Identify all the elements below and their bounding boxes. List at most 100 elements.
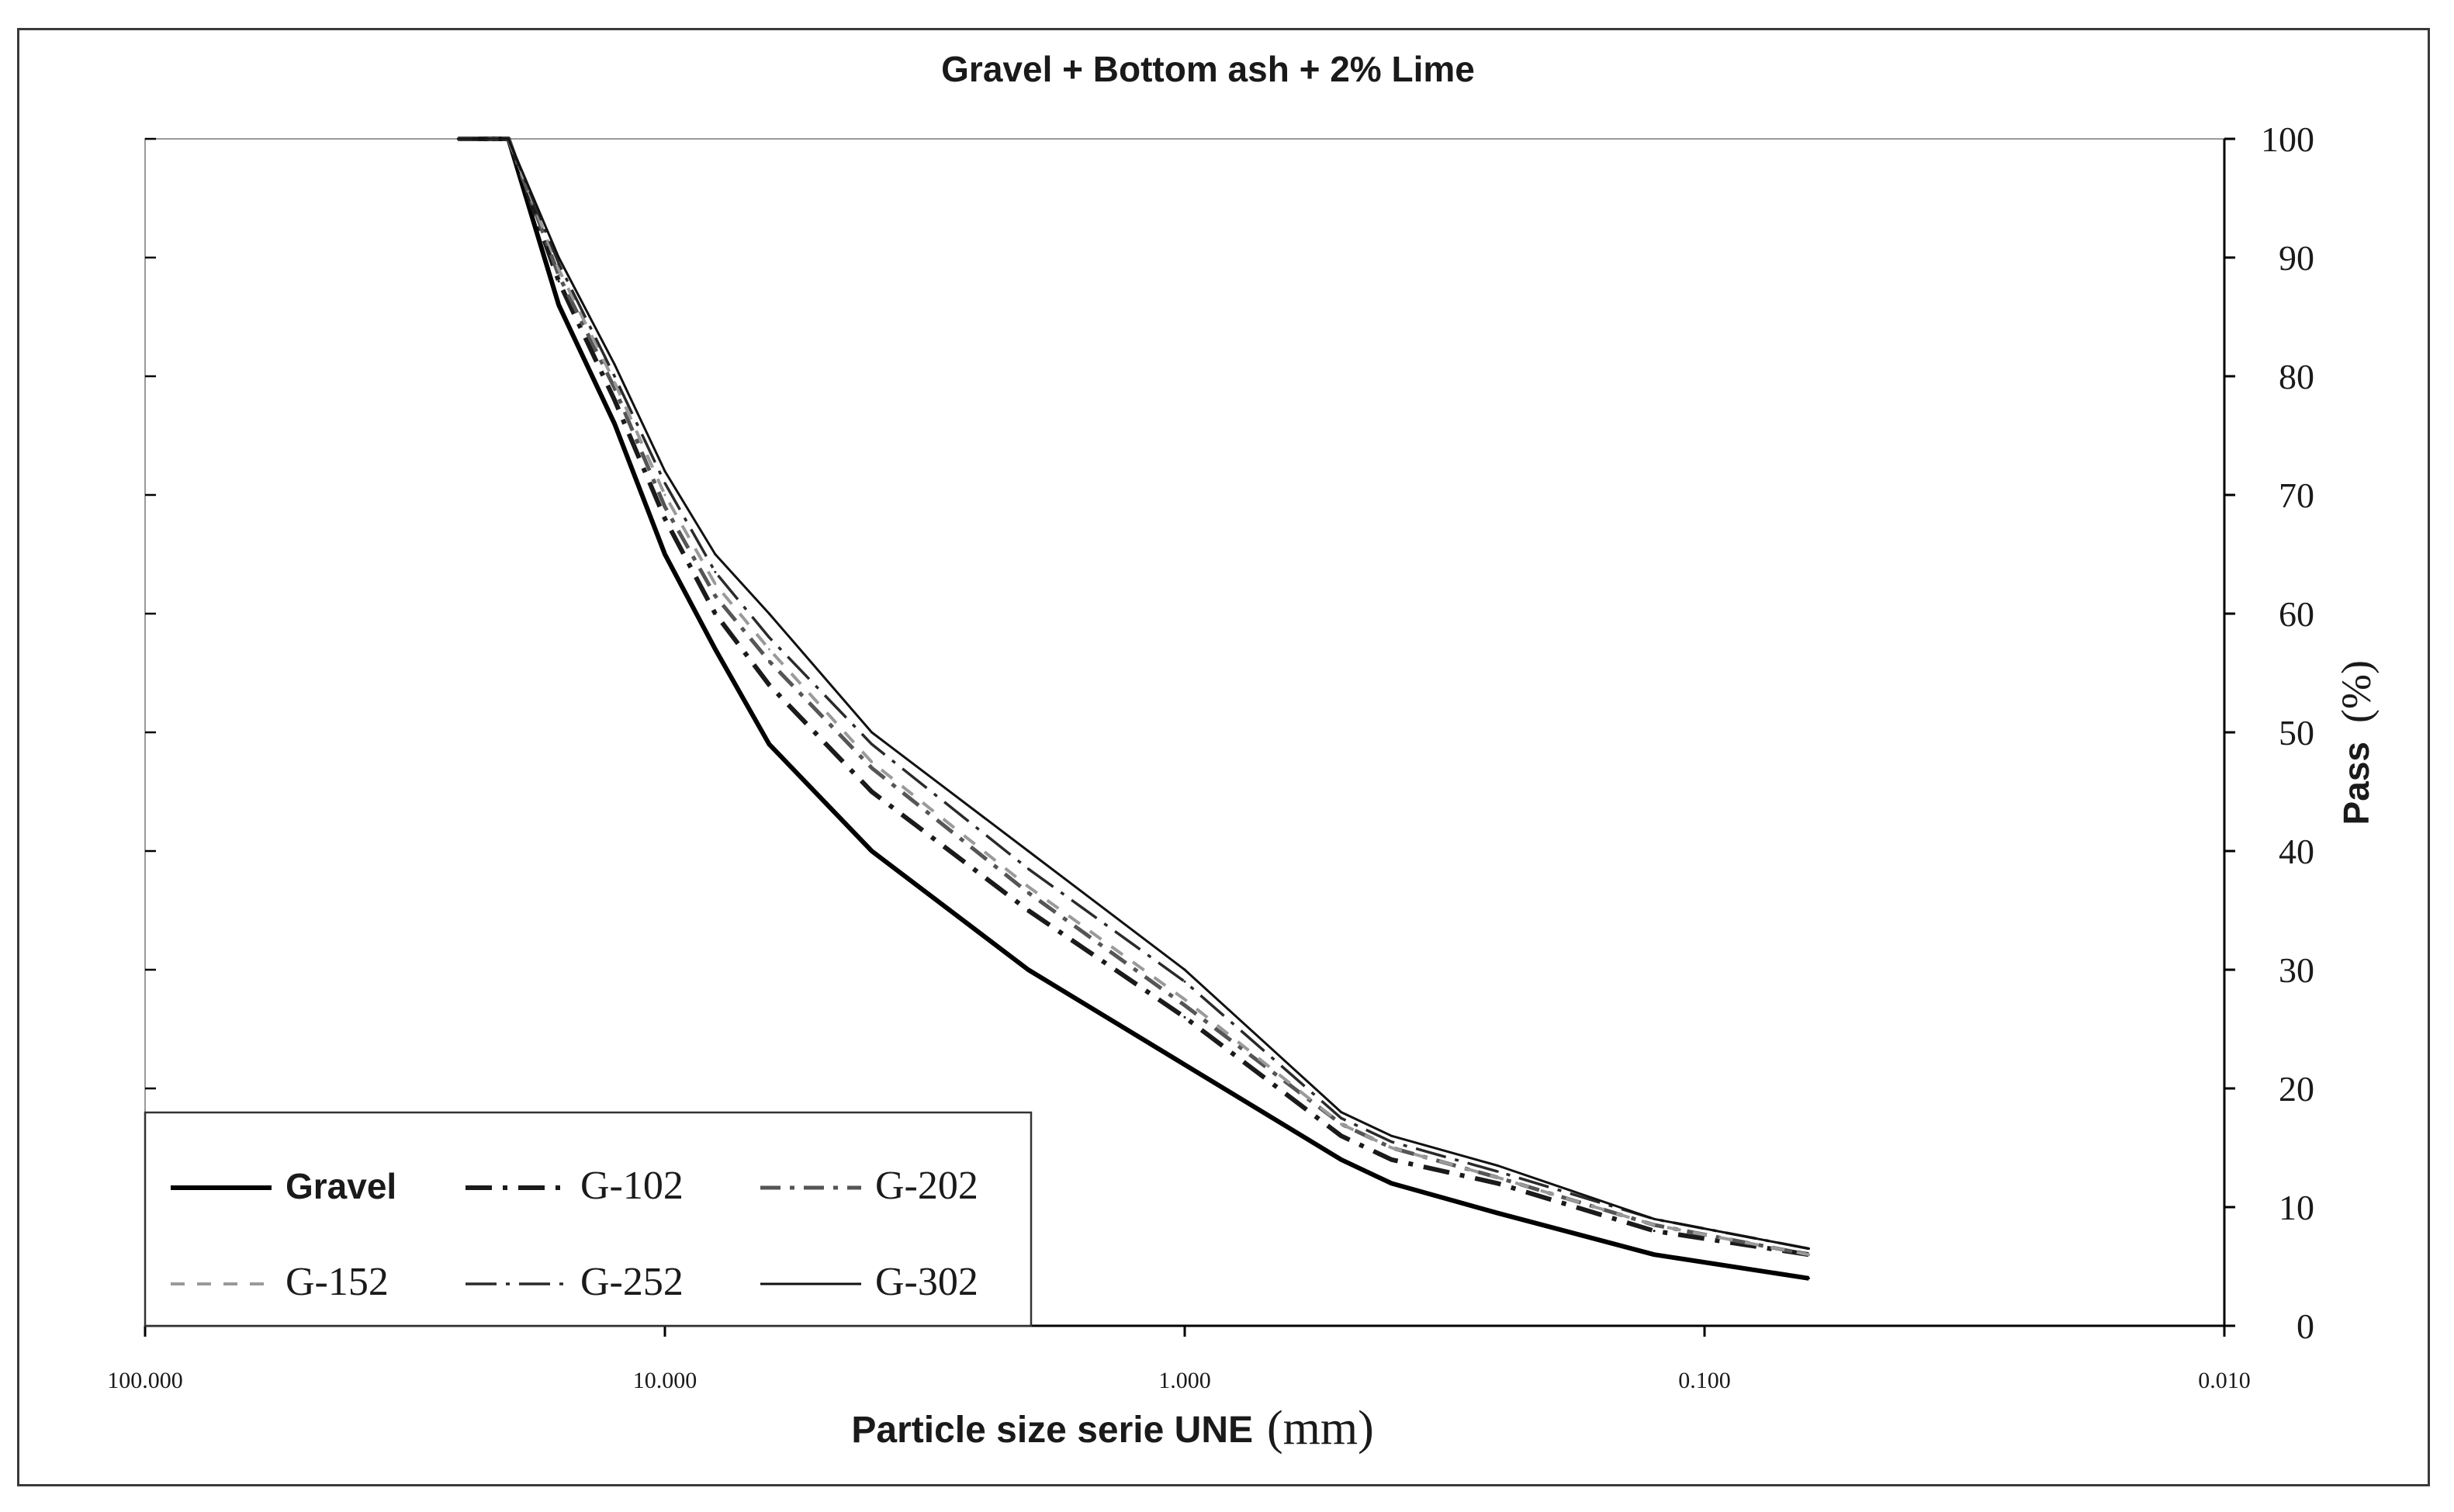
- y-tick-label: 20: [2279, 1069, 2314, 1109]
- data-point-gravel: [767, 742, 770, 746]
- series-line-g-102: [458, 137, 1809, 1258]
- y-tick-label: 50: [2279, 713, 2314, 753]
- data-point-g-252: [557, 262, 560, 265]
- data-point-g-102: [557, 280, 560, 283]
- y-axis-label: Pass: [2336, 742, 2376, 825]
- data-point-g-302: [456, 137, 459, 140]
- data-point-g-202: [557, 274, 560, 277]
- data-point-gravel: [1340, 1158, 1343, 1161]
- data-point-gravel: [870, 849, 874, 853]
- data-point-g-252: [1496, 1170, 1499, 1173]
- data-point-g-302: [870, 731, 874, 734]
- legend-label: G-302: [875, 1260, 978, 1304]
- data-point-g-102: [1653, 1230, 1656, 1233]
- data-point-g-252: [714, 570, 717, 573]
- data-point-gravel: [1653, 1253, 1656, 1256]
- data-point-g-302: [613, 363, 616, 366]
- legend-box: [144, 1111, 1033, 1327]
- data-point-g-152: [1496, 1176, 1499, 1179]
- data-point-g-252: [1026, 867, 1030, 870]
- series-line-g-202: [458, 137, 1809, 1257]
- data-point-g-252: [1390, 1140, 1393, 1144]
- data-point-g-102: [1340, 1134, 1343, 1137]
- data-point-g-252: [663, 482, 666, 485]
- y-tick-label: 100: [2261, 119, 2314, 159]
- y-tick-label: 70: [2279, 476, 2314, 515]
- x-ticks: 100.000 10.000 1.000 0.100 0.010: [107, 1326, 2251, 1393]
- y-axis-unit: (%): [2333, 660, 2380, 723]
- series-line-g-252: [458, 137, 1809, 1251]
- data-point-gravel: [613, 422, 616, 425]
- data-point-g-202: [1183, 1004, 1186, 1007]
- data-point-gravel: [557, 303, 560, 306]
- y-tick-label: 80: [2279, 357, 2314, 396]
- data-point-g-152: [1390, 1147, 1393, 1149]
- grading-curve-chart: Gravel + Bottom ash + 2% Lime 100.000 10.…: [107, 49, 2380, 1455]
- x-axis-unit: (mm): [1267, 1402, 1374, 1455]
- data-point-g-152: [557, 268, 560, 271]
- data-point-g-302: [714, 553, 717, 555]
- data-point-g-102: [767, 683, 770, 687]
- data-point-g-152: [663, 493, 666, 497]
- data-point-g-152: [1026, 885, 1030, 888]
- y-tick-label: 0: [2297, 1306, 2314, 1346]
- legend-label: G-252: [580, 1260, 684, 1304]
- data-point-g-302: [1496, 1164, 1499, 1167]
- legend-label: G-102: [580, 1164, 684, 1208]
- data-point-g-302: [1653, 1217, 1656, 1220]
- data-point-g-202: [1026, 891, 1030, 894]
- legend: Gravel G-102 G-202 G-152 G-252 G-302: [144, 1111, 1033, 1327]
- data-point-g-252: [1183, 980, 1186, 983]
- x-tick-label: 0.100: [1678, 1368, 1731, 1393]
- data-point-gravel: [1183, 1063, 1186, 1066]
- legend-label: G-202: [875, 1164, 978, 1208]
- data-point-g-152: [1340, 1123, 1343, 1126]
- data-point-gravel: [663, 553, 666, 555]
- data-point-g-302: [1340, 1111, 1343, 1114]
- data-point-gravel: [1807, 1277, 1810, 1280]
- data-point-g-302: [507, 137, 510, 140]
- data-point-g-102: [663, 517, 666, 521]
- data-point-g-252: [767, 636, 770, 639]
- data-point-g-302: [1026, 849, 1030, 853]
- data-point-g-152: [767, 648, 770, 651]
- data-point-g-152: [870, 760, 874, 763]
- data-point-g-152: [1653, 1223, 1656, 1227]
- data-point-g-152: [1183, 998, 1186, 1001]
- data-point-gravel: [1026, 968, 1030, 971]
- data-point-g-102: [1496, 1182, 1499, 1185]
- y-tick-label: 60: [2279, 594, 2314, 634]
- legend-label: Gravel: [286, 1166, 396, 1206]
- data-point-gravel: [1390, 1182, 1393, 1185]
- y-tick-label: 30: [2279, 950, 2314, 990]
- data-point-g-202: [714, 594, 717, 597]
- series-line-g-152: [458, 137, 1809, 1257]
- y-tick-label: 90: [2279, 238, 2314, 278]
- data-point-g-202: [663, 505, 666, 508]
- data-point-g-302: [1807, 1247, 1810, 1250]
- data-point-g-302: [1390, 1134, 1393, 1137]
- data-point-g-252: [613, 375, 616, 378]
- series-line-gravel: [458, 137, 1809, 1281]
- x-tick-label: 100.000: [107, 1368, 183, 1393]
- y-tick-label: 10: [2279, 1188, 2314, 1227]
- data-point-g-152: [714, 583, 717, 586]
- data-point-gravel: [714, 648, 717, 651]
- data-point-g-102: [1183, 1015, 1186, 1019]
- data-point-g-102: [1026, 909, 1030, 912]
- data-point-g-302: [1183, 968, 1186, 971]
- data-point-g-202: [613, 386, 616, 389]
- y-ticks: 0 10 20 30 40 50 60 70 80 90 100: [145, 119, 2314, 1346]
- data-point-g-252: [1340, 1116, 1343, 1119]
- data-point-g-252: [870, 742, 874, 746]
- x-tick-label: 0.010: [2198, 1368, 2251, 1393]
- data-point-g-102: [870, 791, 874, 793]
- y-tick-label: 40: [2279, 832, 2314, 871]
- data-point-gravel: [1496, 1212, 1499, 1215]
- x-axis-label: Particle size serie UNE: [851, 1410, 1253, 1451]
- data-point-g-202: [870, 766, 874, 770]
- data-point-g-102: [1390, 1158, 1393, 1161]
- chart-title: Gravel + Bottom ash + 2% Lime: [941, 49, 1475, 89]
- data-point-g-302: [767, 612, 770, 615]
- series-layer: [456, 137, 1810, 1281]
